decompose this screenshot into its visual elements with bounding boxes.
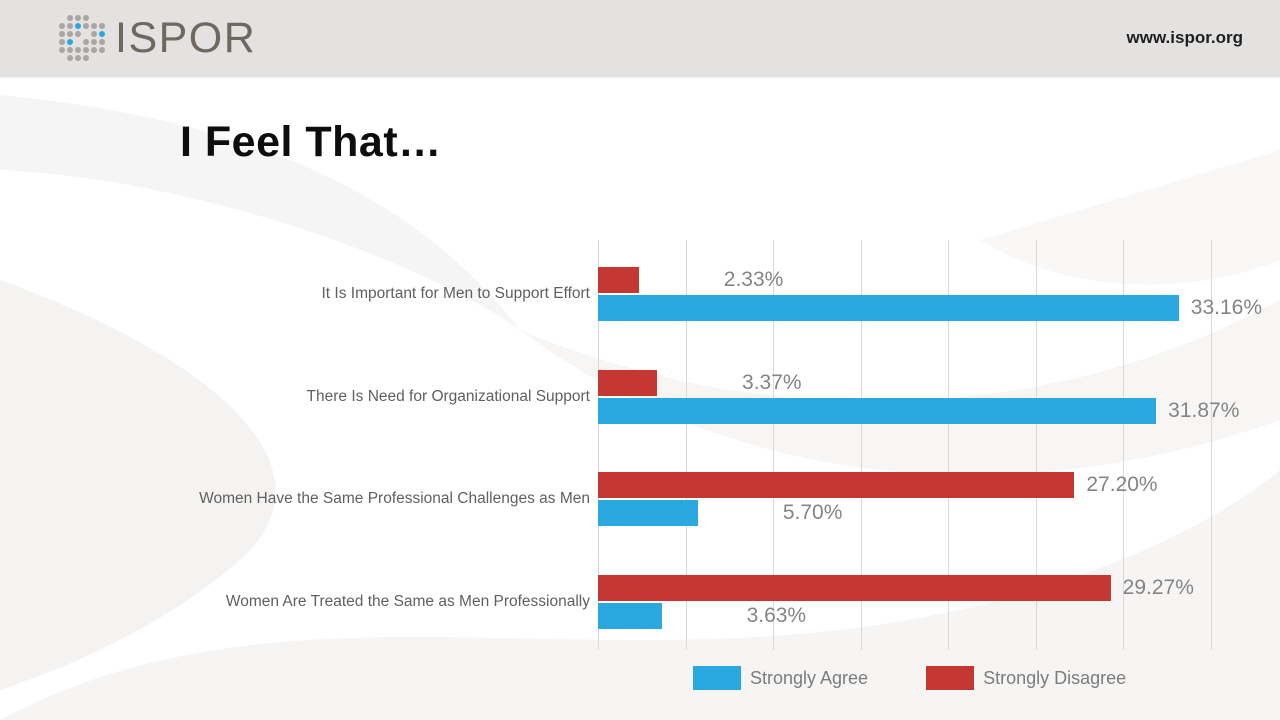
gridline: [598, 240, 599, 650]
ispor-logo-dots-icon: [58, 14, 106, 62]
legend-swatch-strongly-agree: [693, 666, 741, 690]
slide-title: I Feel That…: [180, 118, 442, 166]
category-label: There Is Need for Organizational Support: [306, 387, 590, 405]
bar-strongly-disagree: [598, 574, 1111, 601]
category-label: It Is Important for Men to Support Effor…: [321, 285, 590, 302]
gridline: [773, 240, 775, 650]
bar-value-label: 33.16%: [1190, 296, 1262, 319]
bar-value-label: 29.27%: [1122, 575, 1194, 599]
bar-value-label: 31.87%: [1168, 398, 1240, 422]
legend-label: Strongly Agree: [750, 667, 869, 688]
gridline: [1123, 240, 1125, 650]
category-label: Women Are Treated the Same as Men Profes…: [225, 592, 590, 610]
bar-value-label: 3.63%: [746, 603, 807, 627]
bar-value-label: 27.20%: [1086, 473, 1158, 496]
bar-strongly-disagree: [598, 472, 1075, 498]
bar-value-label: 5.70%: [782, 501, 843, 524]
bar-strongly-agree: [598, 397, 1157, 424]
ispor-logo-text: ISPOR: [115, 14, 257, 62]
bar-strongly-disagree: [598, 267, 639, 293]
gridline: [948, 240, 950, 650]
bar-strongly-agree: [598, 602, 662, 629]
legend-item: Strongly Agree: [693, 666, 868, 690]
plot-area: 2.33% 33.16% 3.37% 31.87% 27.20% 5.70% 29.27% 3…: [598, 240, 1262, 650]
gridline: [1211, 240, 1212, 650]
bar-strongly-agree: [598, 295, 1179, 321]
site-url-link[interactable]: www.ispor.org: [1126, 28, 1244, 47]
category-label: Women Have the Same Professional Challen…: [199, 490, 590, 507]
bar-value-label: 2.33%: [723, 268, 784, 291]
legend-item: Strongly Disagree: [926, 666, 1126, 690]
bar-strongly-disagree: [598, 369, 658, 396]
bar-value-label: 3.37%: [742, 370, 802, 394]
gridline: [860, 240, 862, 650]
gridline: [1035, 240, 1037, 650]
gridline: [685, 240, 687, 650]
chart-legend: Strongly Agree Strongly Disagree: [693, 666, 1126, 690]
header-bar: ISPOR www.ispor.org: [0, 0, 1280, 77]
ispor-logo: ISPOR: [58, 14, 256, 62]
legend-label: Strongly Disagree: [983, 667, 1127, 688]
bar-strongly-agree: [598, 500, 698, 526]
legend-swatch-strongly-disagree: [926, 666, 975, 690]
